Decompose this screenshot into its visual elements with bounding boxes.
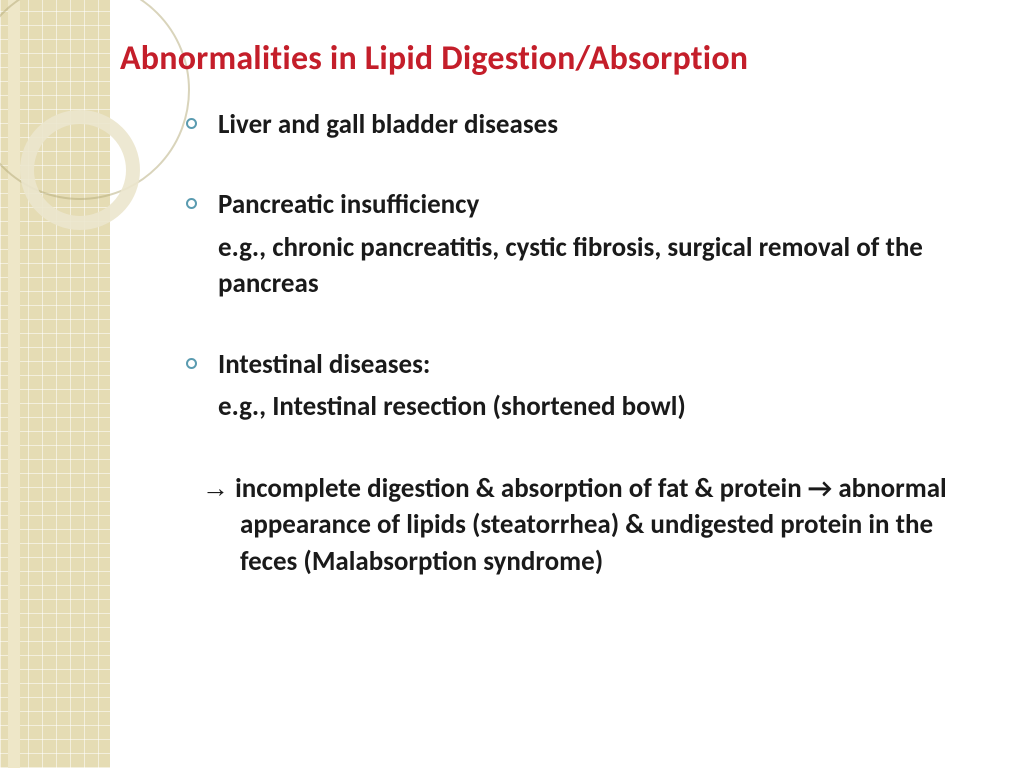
bullet-item: Intestinal diseases: <box>180 347 984 383</box>
bullet-ring-icon <box>186 118 197 129</box>
bullet-label: Intestinal diseases: <box>218 348 430 381</box>
bullet-ring-icon <box>186 358 197 369</box>
bullet-label: Liver and gall bladder diseases <box>218 108 558 141</box>
arrow-icon: → <box>202 473 229 503</box>
bullet-subtext: e.g., chronic pancreatitis, cystic fibro… <box>180 230 984 303</box>
decorative-sidebar <box>0 0 110 768</box>
bullet-list: Liver and gall bladder diseases Pancreat… <box>180 107 984 580</box>
bullet-label: Pancreatic insufficiency <box>218 188 479 221</box>
slide-title: Abnormalities in Lipid Digestion/Absorpt… <box>120 38 984 79</box>
conclusion-body: incomplete digestion & absorption of fat… <box>229 472 947 578</box>
slide-content: Abnormalities in Lipid Digestion/Absorpt… <box>120 38 984 580</box>
conclusion-text: → incomplete digestion & absorption of f… <box>202 470 984 580</box>
bullet-ring-icon <box>186 198 197 209</box>
bullet-item: Pancreatic insufficiency <box>180 187 984 223</box>
bullet-subtext: e.g., Intestinal resection (shortened bo… <box>180 389 984 425</box>
bullet-item: Liver and gall bladder diseases <box>180 107 984 143</box>
